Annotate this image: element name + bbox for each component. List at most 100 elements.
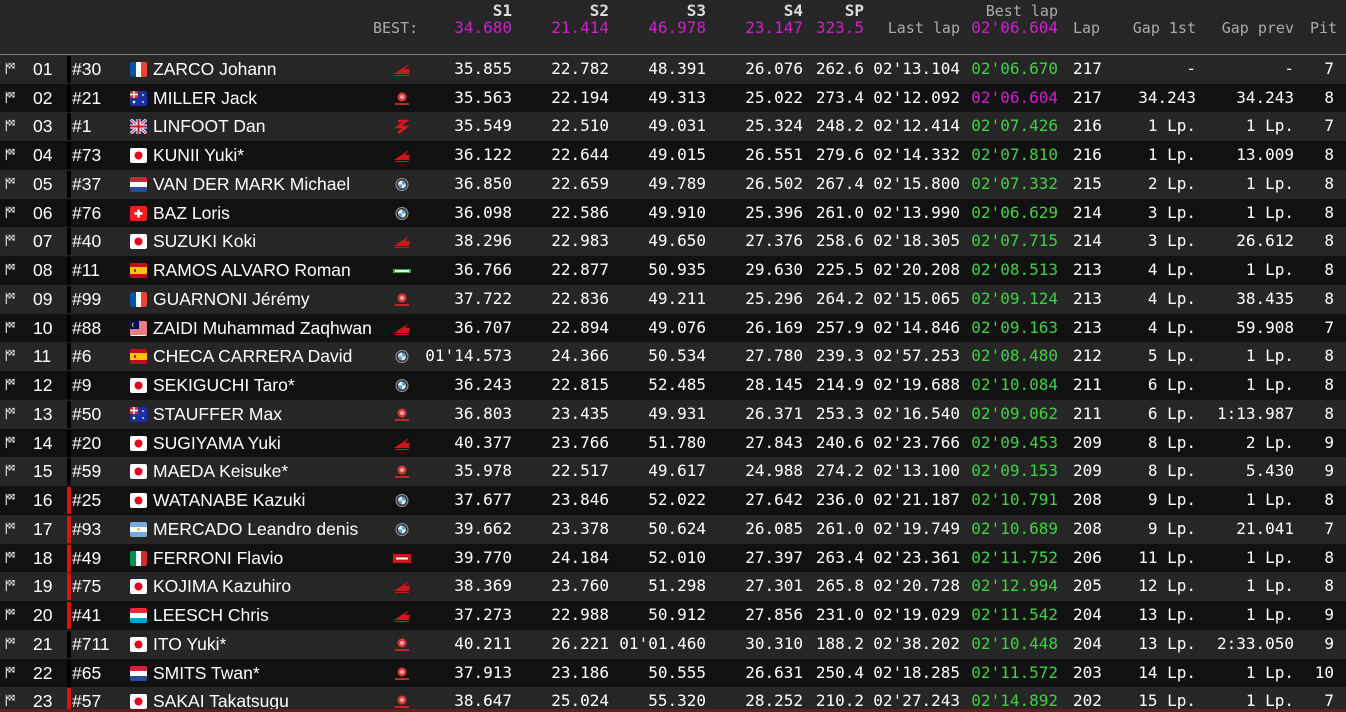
sector-1: 39.662 [454, 518, 512, 538]
table-row[interactable]: 15 #59 MAEDA Keisuke* 35.978 22.517 49.617 24.… [0, 457, 1346, 487]
sector-4: 26.371 [745, 403, 803, 423]
rider-name[interactable]: ITO Yuki* [153, 633, 227, 654]
table-row[interactable]: 10 #88 ZAIDI Muhammad Zaqhwan 36.707 22.894 4… [0, 313, 1346, 343]
table-row[interactable]: 23 #57 SAKAI Takatsugu 38.647 25.024 55.320 28… [0, 687, 1346, 712]
sector-1: 40.211 [454, 633, 512, 653]
last-lap: 02'19.749 [873, 518, 960, 538]
gap-first: 1 Lp. [1147, 145, 1196, 165]
rider-name[interactable]: MAEDA Keisuke* [153, 461, 289, 482]
sector-4: 25.396 [745, 202, 803, 222]
rider-name[interactable]: ZARCO Johann [153, 59, 277, 79]
table-row[interactable]: 03 #1 LINFOOT Dan 35.549 22.510 49.031 25.324 2… [0, 112, 1346, 142]
table-row[interactable]: 20 #41 LEESCH Chris 37.273 22.988 50.912 27.85… [0, 601, 1346, 631]
rider-number: #59 [72, 461, 102, 482]
col-gap-prev[interactable]: Gap prev [1221, 19, 1294, 37]
flag-jp-icon [130, 579, 147, 595]
rider-name[interactable]: CHECA CARRERA David [153, 346, 353, 367]
rider-name[interactable]: WATANABE Kazuki [153, 490, 306, 511]
rider-number: #21 [72, 87, 102, 108]
status-bar [67, 544, 71, 572]
sector-4: 26.502 [745, 173, 803, 193]
col-best-lap[interactable]: Best lap [985, 2, 1058, 20]
rider-name[interactable]: BAZ Loris [153, 202, 230, 223]
speed: 240.6 [815, 432, 864, 452]
position: 08 [33, 260, 53, 281]
table-row[interactable]: 01 #30 ZARCO Johann 35.855 22.782 48.391 26.07… [0, 55, 1346, 84]
table-row[interactable]: 14 #20 SUGIYAMA Yuki 40.377 23.766 51.780 27.8… [0, 428, 1346, 458]
col-last-lap[interactable]: Last lap [887, 19, 960, 37]
table-row[interactable]: 22 #65 SMITS Twan* 37.913 23.186 50.555 26.631… [0, 658, 1346, 688]
rider-name[interactable]: GUARNONI Jérémy [153, 288, 310, 309]
rider-name[interactable]: KUNII Yuki* [153, 145, 245, 166]
table-row[interactable]: 13 #50 STAUFFER Max 36.803 23.435 49.931 26.37… [0, 399, 1346, 429]
rider-name[interactable]: RAMOS ALVARO Roman [153, 260, 351, 281]
table-row[interactable]: 02 #21 MILLER Jack 35.563 22.194 49.313 25.022… [0, 83, 1346, 113]
rider-name[interactable]: MERCADO Leandro denis [153, 518, 359, 539]
gap-first: 34.243 [1138, 87, 1196, 107]
position: 22 [33, 662, 53, 683]
col-sp[interactable]: SP [844, 1, 864, 20]
col-s1[interactable]: S1 [492, 1, 512, 20]
flag-jp-icon [130, 464, 147, 480]
rider-name[interactable]: KOJIMA Kazuhiro [153, 576, 292, 597]
checkered-flag-icon [5, 695, 15, 707]
sector-4: 27.642 [745, 490, 803, 510]
sector-3: 50.624 [648, 518, 706, 538]
col-lap[interactable]: Lap [1073, 19, 1101, 37]
table-row[interactable]: 09 #99 GUARNONI Jérémy 37.722 22.836 49.211 25… [0, 284, 1346, 314]
rider-name[interactable]: SUGIYAMA Yuki [153, 432, 281, 453]
sector-2: 22.194 [551, 87, 609, 107]
sector-3: 49.076 [648, 317, 706, 337]
sector-4: 27.843 [745, 432, 803, 452]
pit-count: 8 [1324, 87, 1334, 107]
gap-previous: 34.243 [1236, 87, 1294, 107]
col-pit[interactable]: Pit [1310, 19, 1338, 37]
table-row[interactable]: 07 #40 SUZUKI Koki 38.296 22.983 49.650 27.376… [0, 227, 1346, 257]
table-row[interactable]: 12 #9 SEKIGUCHI Taro* 36.243 22.815 52.485 28.… [0, 371, 1346, 401]
status-bar [67, 56, 71, 83]
yamaha-logo-icon [395, 465, 409, 479]
table-row[interactable]: 04 #73 KUNII Yuki* 36.122 22.644 49.015 26.551… [0, 141, 1346, 171]
sector-2: 23.766 [551, 432, 609, 452]
rider-number: #20 [72, 432, 102, 453]
col-s4[interactable]: S4 [783, 1, 803, 20]
rider-name[interactable]: SAKAI Takatsugu [153, 691, 289, 712]
flag-jp-icon [130, 694, 147, 710]
rider-name[interactable]: SEKIGUCHI Taro* [153, 375, 295, 396]
flag-jp-icon [130, 234, 147, 250]
table-row[interactable]: 16 #25 WATANABE Kazuki 37.677 23.846 52.022 27… [0, 486, 1346, 516]
speed: 214.9 [815, 375, 864, 395]
table-row[interactable]: 21 #711 ITO Yuki* 40.211 26.221 01'01.460 30.3… [0, 629, 1346, 659]
speed: 258.6 [815, 231, 864, 251]
table-row[interactable]: 05 #37 VAN DER MARK Michael 36.850 22.659 49.… [0, 169, 1346, 199]
rider-name[interactable]: ZAIDI Muhammad Zaqhwan [153, 317, 372, 338]
sector-4: 30.310 [745, 633, 803, 653]
table-row[interactable]: 17 #93 MERCADO Leandro denis 39.662 23.378 50… [0, 514, 1346, 544]
speed: 265.8 [815, 576, 864, 596]
rider-name[interactable]: MILLER Jack [153, 87, 258, 108]
rider-name[interactable]: VAN DER MARK Michael [153, 173, 351, 194]
best-lap: 02'11.542 [971, 605, 1058, 625]
table-row[interactable]: 06 #76 BAZ Loris 36.098 22.586 49.910 25.396 26… [0, 198, 1346, 228]
rider-name[interactable]: LINFOOT Dan [153, 116, 266, 137]
rider-name[interactable]: FERRONI Flavio [153, 547, 284, 568]
rider-name[interactable]: LEESCH Chris [153, 605, 269, 626]
table-row[interactable]: 11 #6 CHECA CARRERA David 01'14.573 24.366 50… [0, 342, 1346, 372]
table-row[interactable]: 18 #49 FERRONI Flavio 39.770 24.184 52.010 27.… [0, 543, 1346, 573]
col-s3[interactable]: S3 [686, 1, 706, 20]
position: 21 [33, 633, 53, 654]
flag-lu-icon [130, 608, 147, 624]
pit-count: 7 [1324, 518, 1334, 538]
table-row[interactable]: 19 #75 KOJIMA Kazuhiro 38.369 23.760 51.298 27… [0, 572, 1346, 602]
col-s2[interactable]: S2 [589, 1, 609, 20]
gap-first: 5 Lp. [1147, 346, 1196, 366]
col-gap-1st[interactable]: Gap 1st [1132, 19, 1196, 37]
last-lap: 02'14.846 [873, 317, 960, 337]
rider-name[interactable]: STAUFFER Max [153, 403, 282, 424]
checkered-flag-icon [5, 494, 15, 506]
table-row[interactable]: 08 #11 RAMOS ALVARO Roman 36.766 22.877 50.93… [0, 256, 1346, 286]
rider-name[interactable]: SUZUKI Koki [153, 231, 257, 252]
speed: 279.6 [815, 145, 864, 165]
position: 12 [33, 375, 53, 396]
rider-name[interactable]: SMITS Twan* [153, 662, 260, 683]
